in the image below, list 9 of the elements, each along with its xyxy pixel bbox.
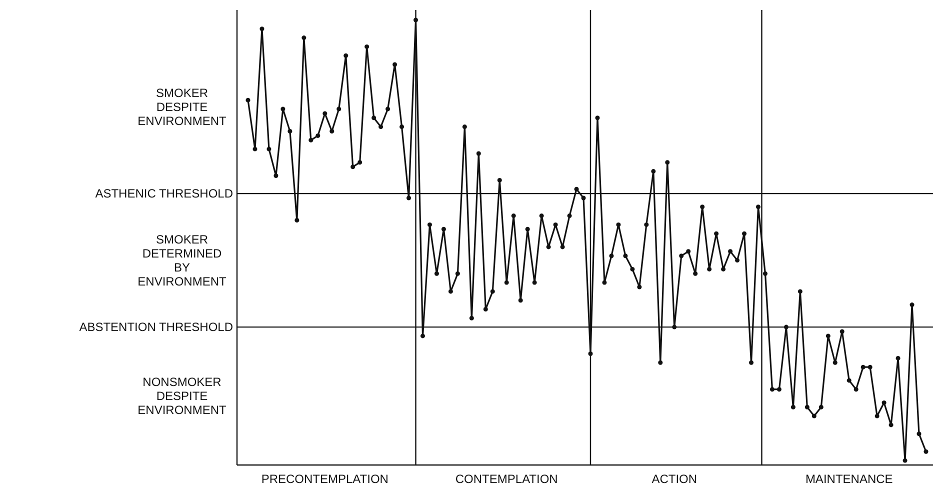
x-tick-label: PRECONTEMPLATION (261, 472, 388, 486)
text: NONSMOKER DESPITE ENVIRONMENT (138, 375, 228, 418)
x-tick-label: CONTEMPLATION (455, 472, 558, 486)
text: SMOKER DESPITE ENVIRONMENT (138, 86, 228, 128)
x-tick-label: ACTION (652, 472, 698, 486)
ref-line-label: ABSTENTION THRESHOLD (79, 320, 234, 334)
text: SMOKER DETERMINED BY ENVIRONMENT (138, 232, 228, 288)
x-tick-label: MAINTENANCE (805, 472, 893, 486)
ref-line-label: ASTHENIC THRESHOLD (95, 186, 234, 201)
